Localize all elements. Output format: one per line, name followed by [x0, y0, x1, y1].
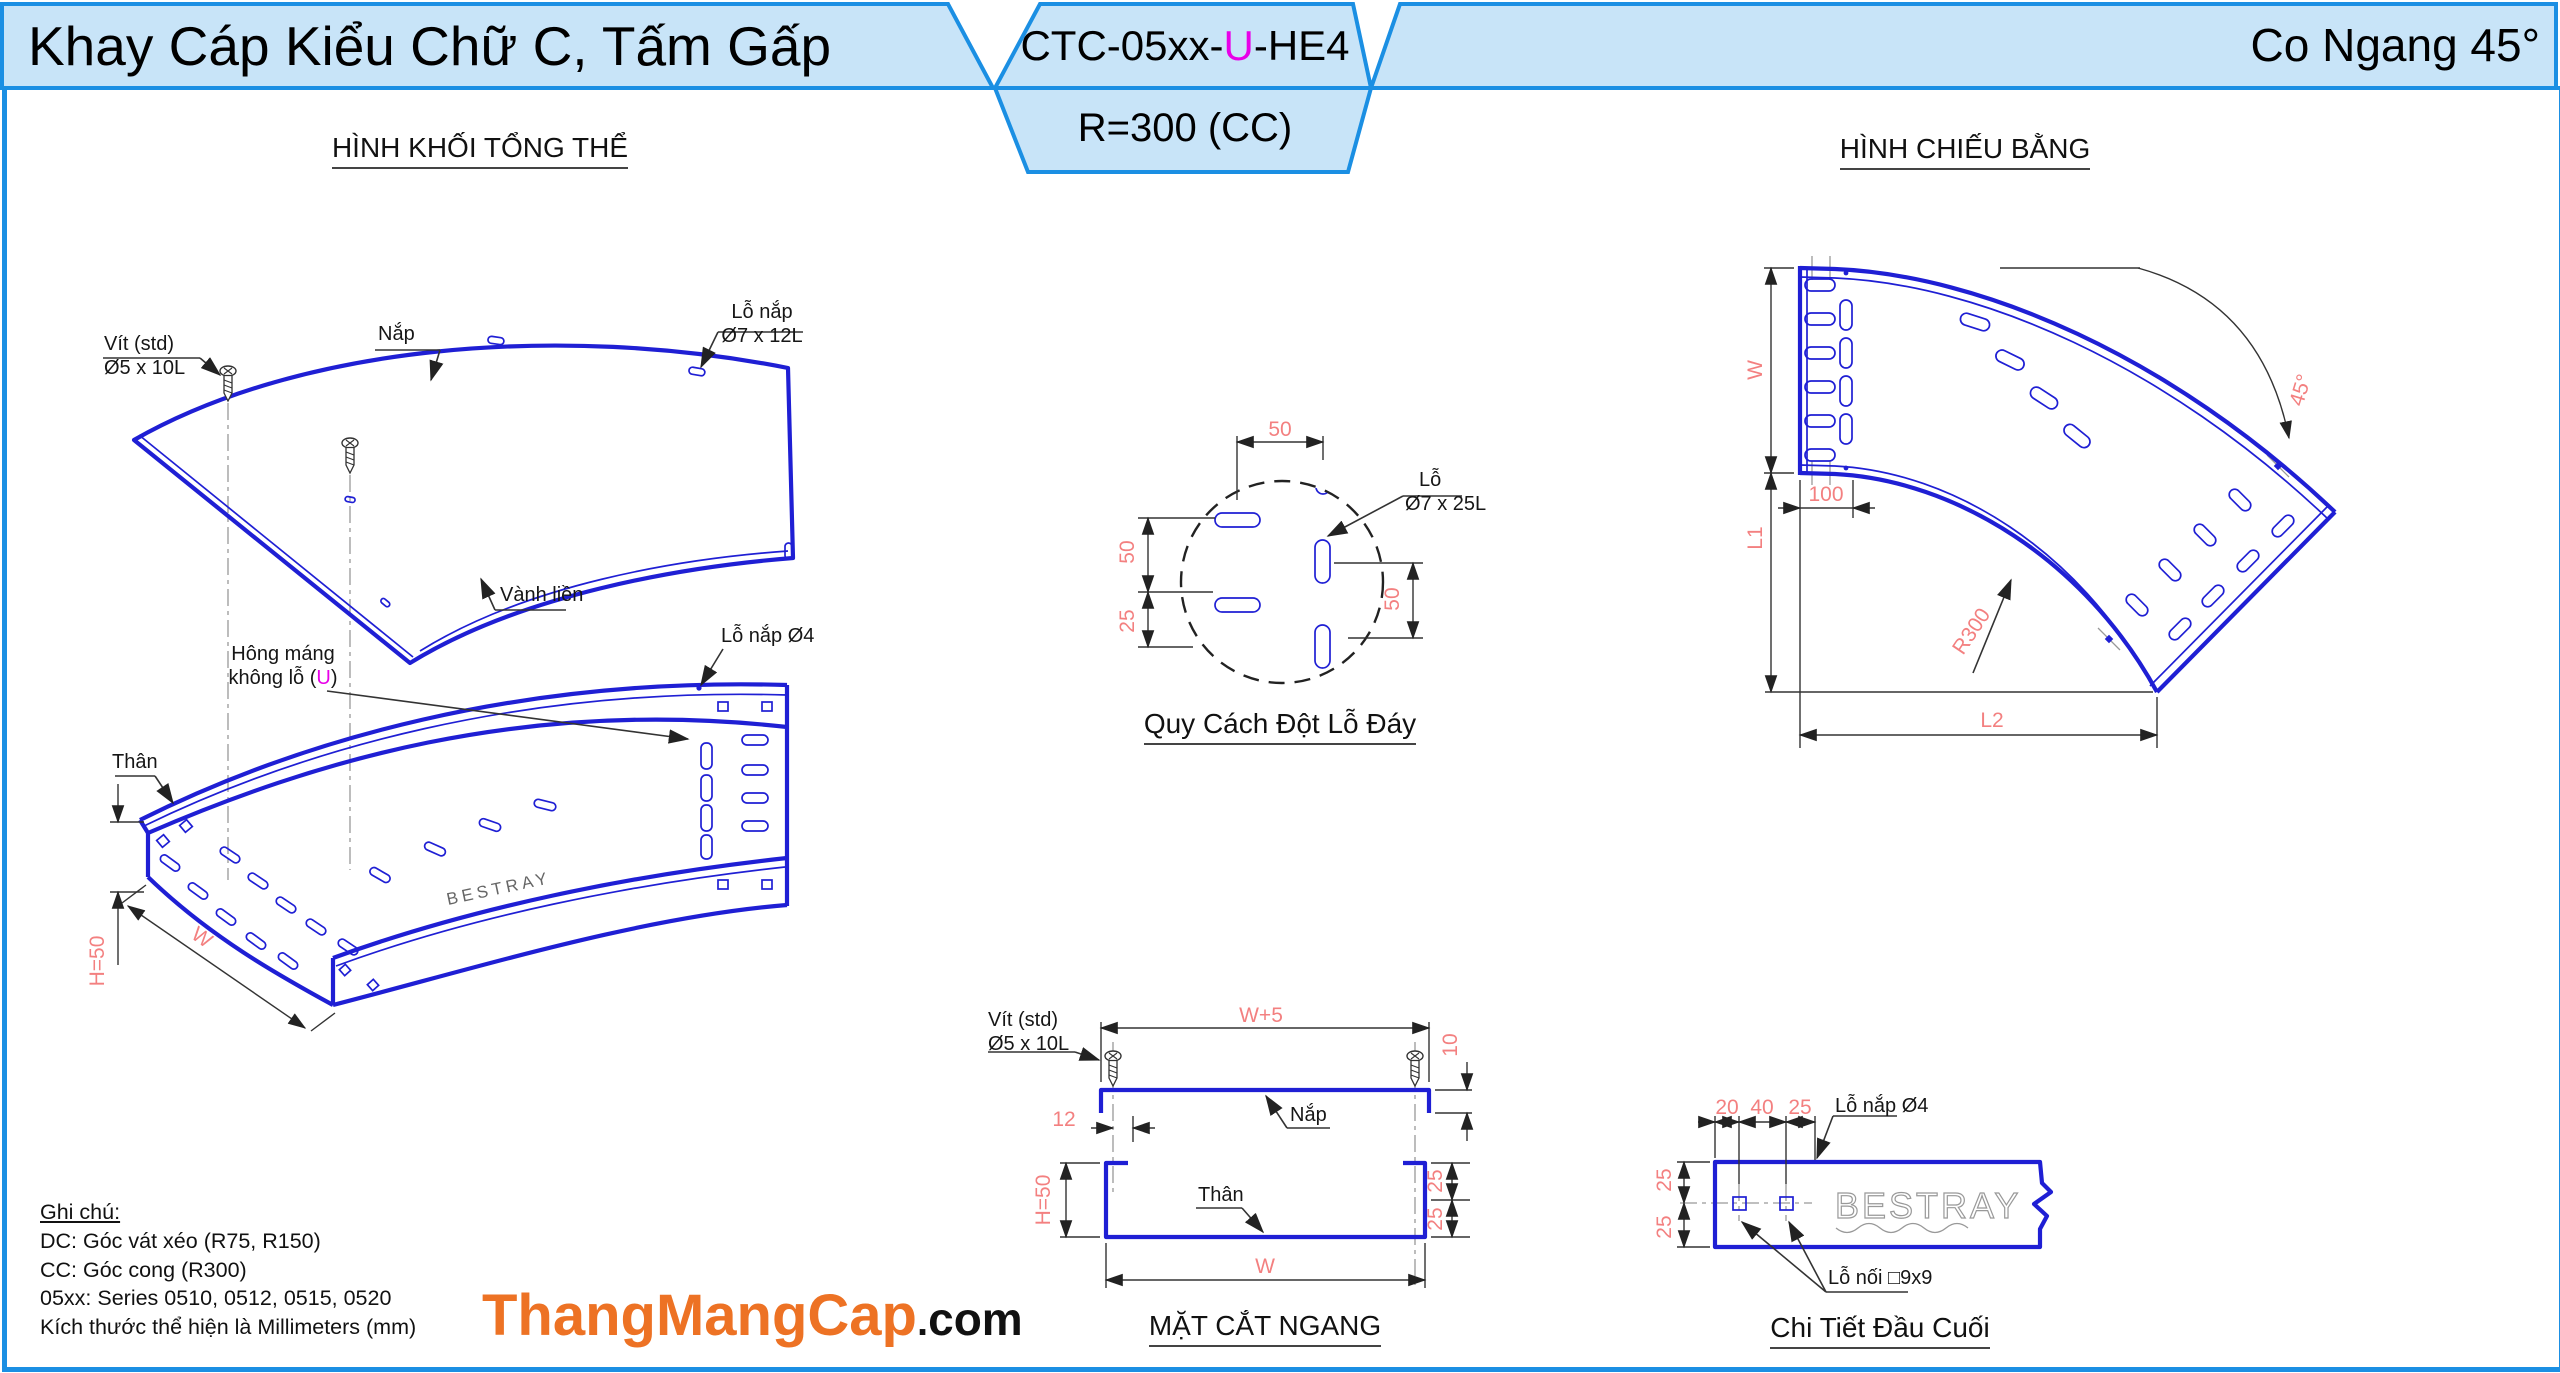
- plan-dim-l2: L2: [1980, 709, 2003, 732]
- iso-view-title: HÌNH KHỐI TỔNG THỂ: [280, 132, 680, 169]
- note-line: 05xx: Series 0510, 0512, 0515, 0520: [40, 1286, 392, 1311]
- part-accent: U: [1223, 22, 1254, 69]
- punch-detail-title: Quy Cách Đột Lỗ Đáy: [1120, 708, 1440, 745]
- plan-dim-w: W: [1744, 360, 1767, 380]
- punch-hole-name: Lỗ: [1419, 469, 1442, 491]
- plan-dim-100: 100: [1808, 483, 1843, 506]
- iso-screw-label: Vít (std) Ø5 x 10L: [104, 332, 185, 380]
- section-title: MẶT CẮT NGANG: [1110, 1310, 1420, 1347]
- notes-block: Ghi chú: DC: Góc vát xéo (R75, R150) CC:…: [40, 1198, 416, 1342]
- logo-dot: .: [916, 1300, 929, 1344]
- punch-detail-drawing: 50 50 25 50: [1116, 418, 1462, 685]
- screw-size: Ø5 x 10L: [988, 1033, 1070, 1055]
- section-body-label: Thân: [1198, 1184, 1244, 1206]
- section-dim-12: 12: [1052, 1108, 1075, 1131]
- part-number: CTC-05xx-U-HE4: [1000, 22, 1370, 70]
- note-line: Kích thước thể hiện là Millimeters (mm): [40, 1315, 417, 1340]
- iso-rim-label: Vành liền: [500, 584, 584, 606]
- logo-main: ThangMangCap: [482, 1283, 917, 1348]
- header-banners: [0, 1, 2560, 174]
- cover-hole-size: Ø7 x 12L: [721, 325, 803, 347]
- website-logo: ThangMangCap.com: [482, 1282, 1023, 1349]
- section-dim-h: H=50: [1032, 1175, 1055, 1226]
- section-dim-10: 10: [1439, 1033, 1462, 1056]
- notes-heading: Ghi chú:: [40, 1200, 121, 1224]
- side-accent: U: [316, 667, 331, 689]
- iso-brand-text: BESTRAY: [445, 868, 553, 909]
- section-screw-label: Vít (std) Ø5 x 10L: [988, 1008, 1069, 1056]
- iso-dim-w: W: [187, 923, 217, 953]
- side-desc: không lỗ (U): [228, 667, 338, 689]
- screw-name: Vít (std): [988, 1009, 1059, 1031]
- screw-size: Ø5 x 10L: [104, 357, 186, 379]
- end-dim-25b: 25: [1653, 1215, 1676, 1238]
- punch-hole-size: Ø7 x 25L: [1405, 493, 1487, 515]
- iso-cover-hole4-label: Lỗ nắp Ø4: [721, 625, 815, 647]
- iso-body-label: Thân: [112, 751, 158, 773]
- logo-tld: com: [928, 1293, 1023, 1345]
- plan-dim-l1: L1: [1744, 526, 1767, 549]
- side-name: Hông máng: [231, 643, 335, 665]
- punch-dim-left-a: 50: [1116, 540, 1139, 563]
- section-dim-25a: 25: [1424, 1169, 1447, 1192]
- section-dim-w5: W+5: [1239, 1004, 1283, 1027]
- screw-name: Vít (std): [104, 333, 175, 355]
- plan-dim-angle: 45°: [2285, 372, 2316, 409]
- plan-view-title: HÌNH CHIẾU BẰNG: [1790, 133, 2140, 170]
- end-hole-top-label: Lỗ nắp Ø4: [1835, 1095, 1929, 1117]
- section-dim-w: W: [1255, 1255, 1275, 1278]
- part-prefix: CTC-05xx-: [1020, 22, 1224, 69]
- end-dim-20: 20: [1715, 1096, 1738, 1119]
- punch-dim-left-b: 25: [1116, 609, 1139, 632]
- end-dim-25a: 25: [1653, 1168, 1676, 1191]
- end-brand-text: BESTRAY: [1835, 1185, 2021, 1226]
- plan-view-drawing: W L1 100 R300 L2 45°: [1744, 256, 2337, 748]
- cover-hole-name: Lỗ nắp: [731, 301, 793, 323]
- note-line: DC: Góc vát xéo (R75, R150): [40, 1228, 321, 1253]
- iso-view-drawing: BESTRAY H=50 W: [86, 331, 803, 1032]
- section-drawing: W+5 10 12 H=50 25 25 W: [988, 1004, 1474, 1288]
- punch-dim-top: 50: [1268, 418, 1291, 441]
- iso-dim-h: H=50: [86, 936, 109, 987]
- end-hole-bottom-label: Lỗ nối □9x9: [1828, 1267, 1933, 1289]
- iso-cover-label: Nắp: [378, 323, 415, 345]
- iso-side-label: Hông máng không lỗ (U): [218, 642, 348, 690]
- part-suffix: -HE4: [1253, 22, 1350, 69]
- bend-spec: Co Ngang 45°: [2250, 19, 2540, 71]
- end-detail-title: Chi Tiết Đầu Cuối: [1740, 1312, 2020, 1349]
- iso-cover-hole-label: Lỗ nắp Ø7 x 12L: [712, 300, 812, 348]
- punch-dim-right: 50: [1381, 587, 1404, 610]
- radius-spec: R=300 (CC): [1077, 106, 1293, 150]
- end-dim-25: 25: [1788, 1096, 1811, 1119]
- end-dim-40: 40: [1750, 1096, 1773, 1119]
- end-detail-drawing: BESTRAY 20 40 25 25 25: [1653, 1096, 2054, 1293]
- punch-hole-callout: Lỗ Ø7 x 25L: [1405, 468, 1486, 516]
- plan-dim-r300: R300: [1948, 604, 1995, 658]
- note-line: CC: Góc cong (R300): [40, 1257, 247, 1282]
- section-cover-label: Nắp: [1290, 1104, 1327, 1126]
- section-dim-25b: 25: [1424, 1207, 1447, 1230]
- sheet-title: Khay Cáp Kiểu Chữ C, Tấm Gấp: [28, 15, 832, 77]
